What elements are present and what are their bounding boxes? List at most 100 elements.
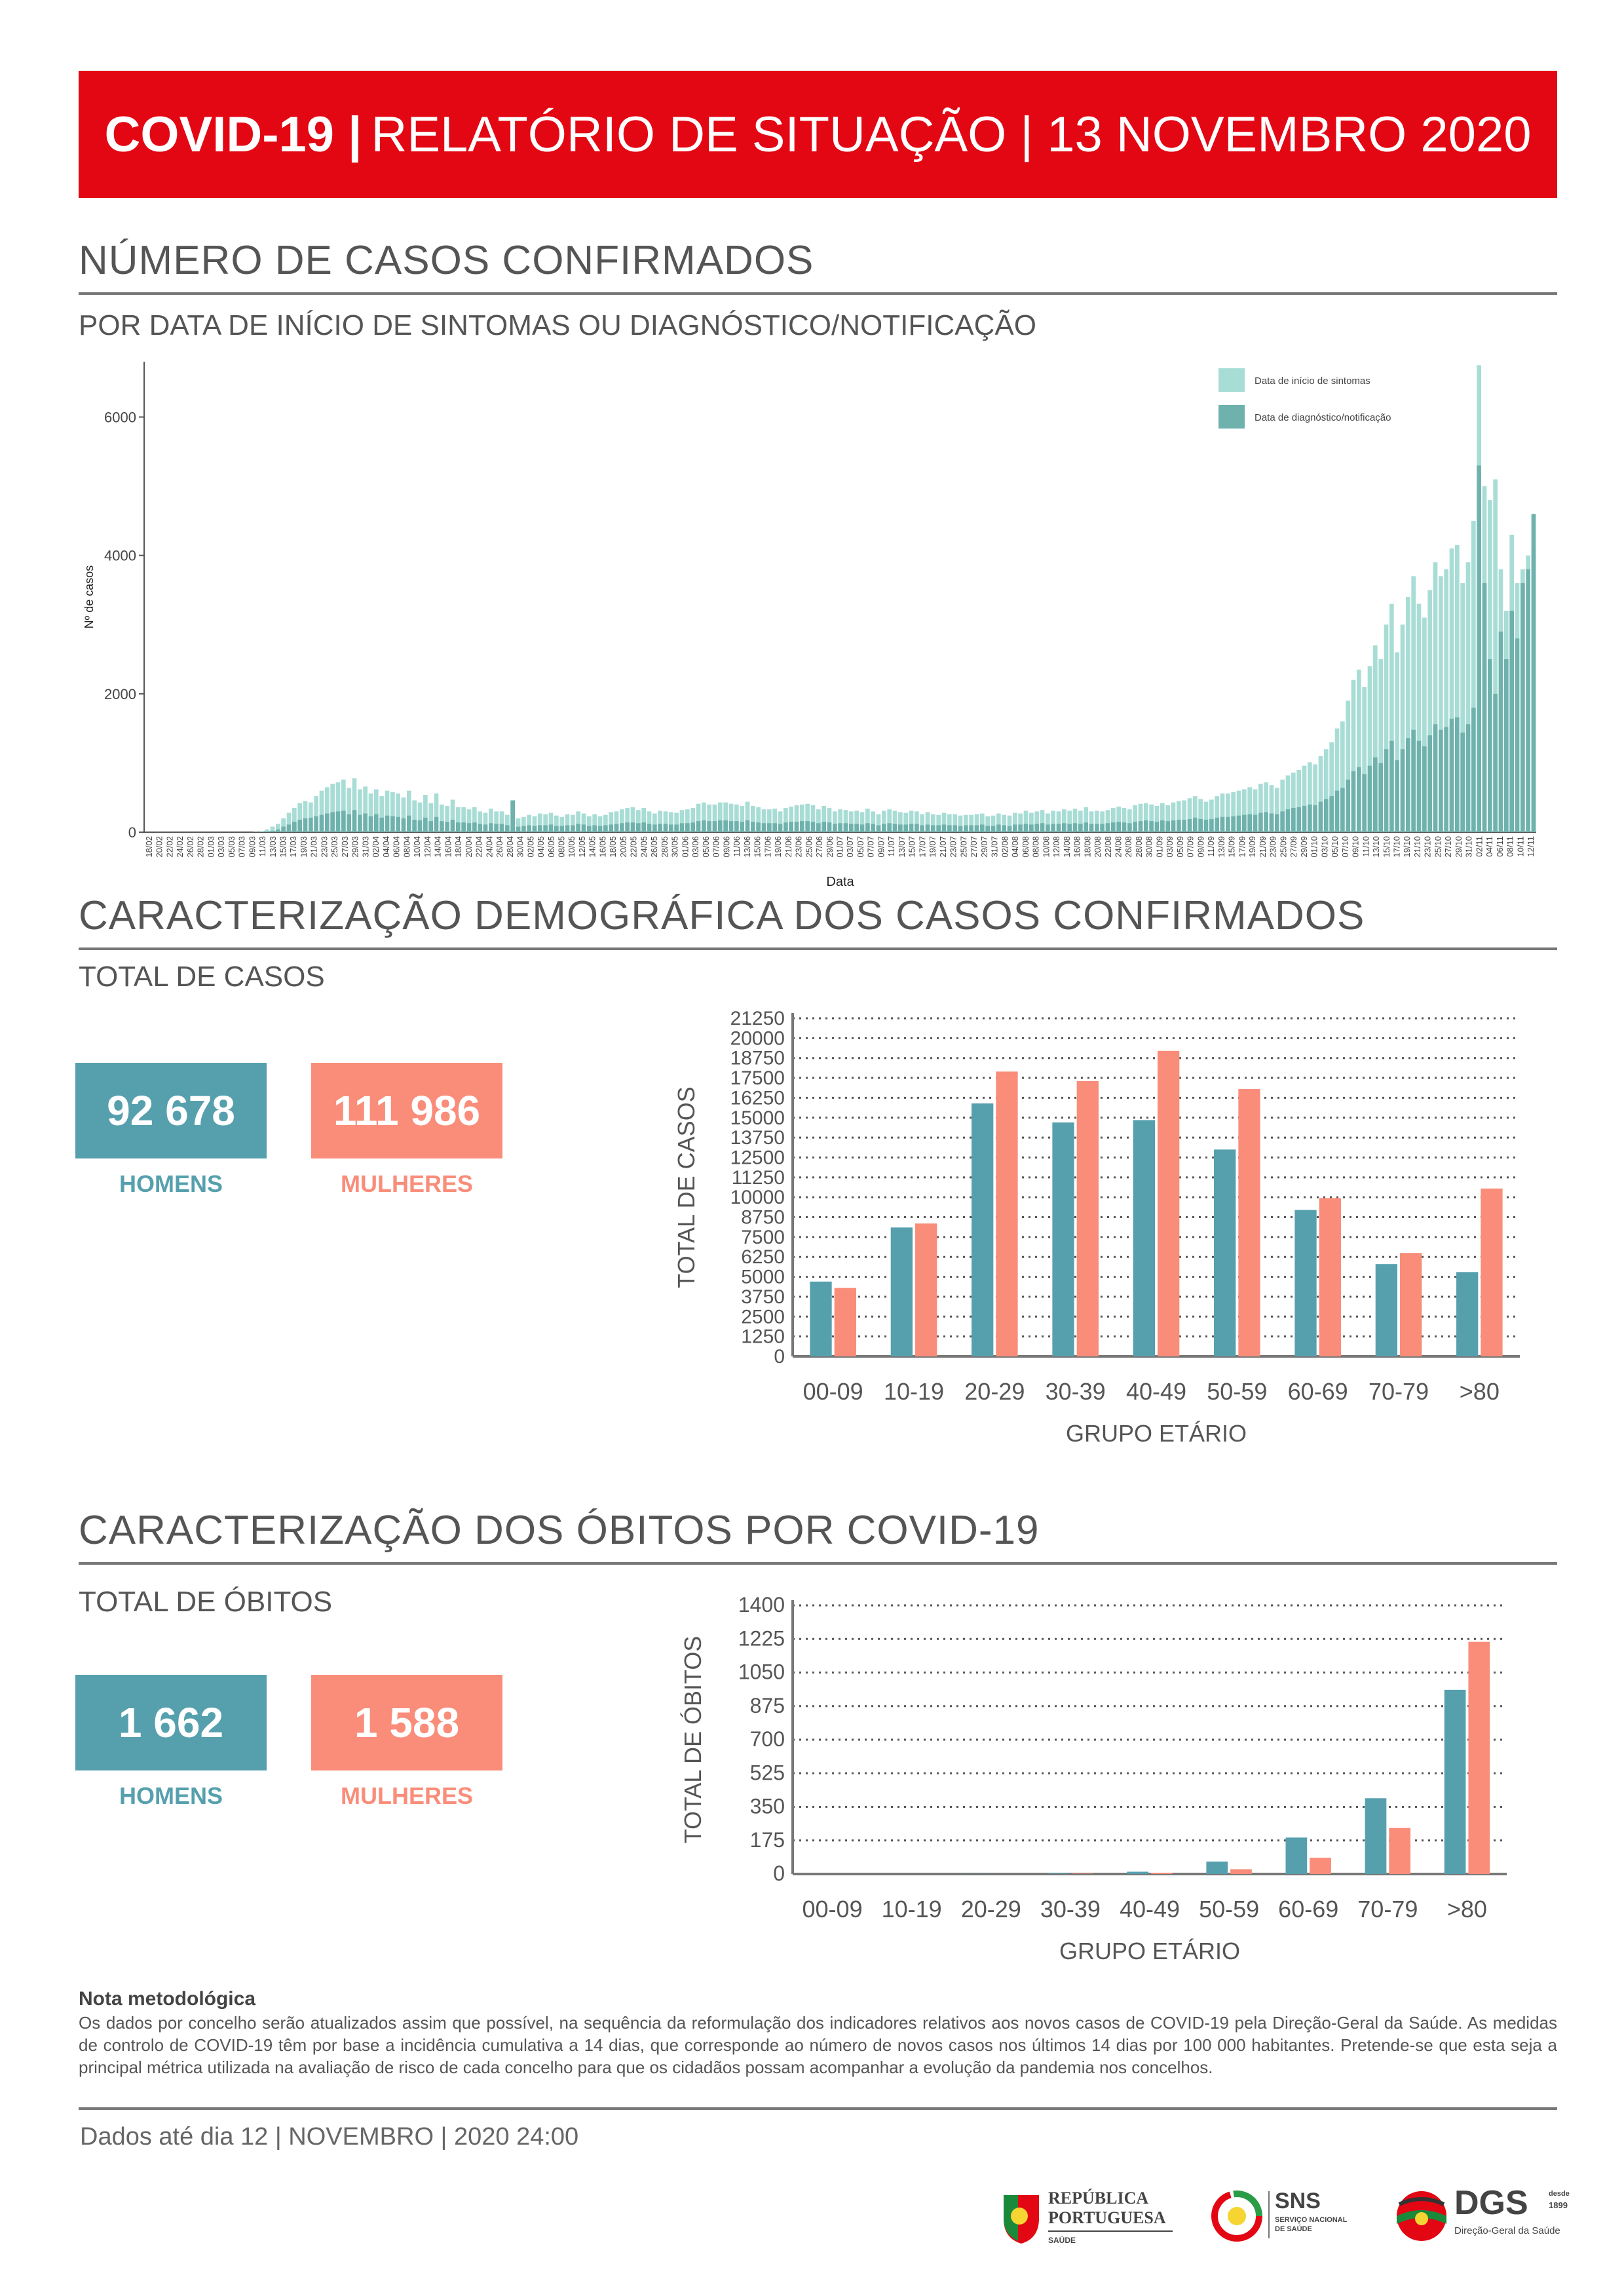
symptom-onset-bar — [1144, 803, 1148, 832]
cases-men-total: 92 678 — [75, 1063, 267, 1158]
notification-bar — [1493, 693, 1498, 832]
symptom-onset-bar — [494, 811, 499, 832]
symptom-onset-bar — [374, 789, 379, 832]
notification-bar — [1122, 822, 1127, 832]
symptom-onset-bar — [947, 814, 952, 832]
notification-bar — [363, 813, 368, 832]
notification-bar — [1133, 822, 1137, 832]
x-tick-label: 09/10 — [1351, 836, 1361, 858]
x-tick-label: 19/03 — [299, 836, 309, 858]
legend-label: Data de início de sintomas — [1255, 375, 1370, 387]
symptom-onset-bar — [428, 803, 433, 832]
notification-bar — [1013, 824, 1017, 832]
symptom-onset-bar — [1362, 687, 1367, 832]
notification-bar — [685, 823, 690, 832]
notification-bar — [816, 823, 821, 832]
symptom-onset-bar — [489, 809, 493, 832]
x-tick-label: 27/06 — [814, 836, 824, 858]
x-tick-label: 12/08 — [1051, 836, 1061, 858]
notification-bar — [456, 822, 461, 832]
symptom-onset-bar — [827, 808, 832, 832]
symptom-onset-bar — [1334, 728, 1340, 832]
symptom-onset-bar — [1422, 617, 1427, 832]
notification-bar — [412, 819, 417, 832]
x-tick-label: 20-29 — [964, 1378, 1025, 1405]
notification-bar — [761, 823, 766, 832]
women-bar — [1468, 1641, 1490, 1874]
x-tick-label: 29/10 — [1454, 836, 1463, 858]
symptom-onset-bar — [1171, 802, 1176, 832]
symptom-onset-bar — [915, 811, 919, 832]
symptom-onset-bar — [663, 811, 668, 832]
notification-bar — [1444, 727, 1448, 832]
notification-bar — [1340, 788, 1345, 832]
notification-bar — [1193, 817, 1198, 832]
y-tick-label: 13750 — [730, 1127, 785, 1149]
symptom-onset-bar — [772, 809, 777, 832]
notification-bar — [603, 825, 608, 832]
symptom-onset-bar — [1149, 804, 1154, 832]
notification-bar — [669, 824, 673, 832]
symptom-onset-bar — [647, 811, 652, 832]
symptom-onset-bar — [1182, 800, 1186, 832]
notification-bar — [663, 824, 668, 832]
notification-bar — [428, 821, 433, 832]
notification-bar — [1160, 820, 1165, 832]
notification-bar — [1285, 809, 1291, 832]
symptom-onset-bar — [1389, 603, 1394, 832]
symptom-onset-bar — [276, 824, 280, 832]
x-tick-label: 17/07 — [917, 836, 927, 858]
symptom-onset-bar — [887, 809, 892, 832]
x-tick-label: 30/05 — [670, 836, 680, 858]
x-tick-label: 01/03 — [206, 836, 216, 858]
notification-bar — [445, 822, 449, 832]
notification-bar — [543, 825, 548, 832]
notification-bar — [903, 824, 908, 832]
symptom-onset-bar — [1002, 814, 1006, 832]
notification-bar — [674, 824, 679, 832]
notification-bar — [1275, 814, 1279, 832]
notification-bar — [335, 811, 341, 832]
symptom-onset-bar — [936, 814, 941, 832]
symptom-onset-bar — [603, 814, 608, 832]
symptom-onset-bar — [1427, 590, 1432, 832]
x-tick-label: 20/05 — [618, 836, 628, 858]
notification-bar — [1177, 819, 1181, 832]
notification-bar — [1471, 707, 1476, 832]
x-tick-label: 08/05 — [557, 836, 567, 858]
notification-bar — [784, 822, 788, 832]
cases-section-subtitle: POR DATA DE INÍCIO DE SINTOMAS OU DIAGNÓ… — [79, 309, 1036, 341]
symptom-onset-bar — [1253, 789, 1258, 832]
sns-logo: SNS SERVIÇO NACIONAL DE SAÚDE — [1211, 2189, 1368, 2261]
symptom-onset-bar — [597, 816, 603, 832]
x-tick-label: 23/09 — [1268, 836, 1278, 858]
logo-text: SAÚDE — [1048, 2236, 1076, 2245]
header-banner: COVID-19 | RELATÓRIO DE SITUAÇÃO | 13 NO… — [79, 71, 1557, 198]
symptom-onset-bar — [538, 813, 542, 832]
notification-bar — [1242, 814, 1247, 832]
notification-bar — [461, 822, 466, 832]
symptom-onset-bar — [810, 805, 816, 832]
women-bar — [834, 1288, 856, 1356]
notification-bar — [1465, 724, 1471, 832]
notification-bar — [1329, 796, 1334, 832]
symptom-onset-bar — [630, 807, 635, 832]
notification-bar — [276, 829, 280, 832]
symptom-onset-bar — [314, 796, 318, 832]
symptom-onset-bar — [849, 811, 854, 832]
notification-bar — [1531, 514, 1536, 832]
notification-bar — [587, 826, 592, 832]
section-divider — [79, 292, 1557, 295]
x-tick-label: 21/10 — [1412, 836, 1422, 858]
deaths-men-total: 1 662 — [75, 1675, 267, 1770]
y-tick-label: 18750 — [730, 1048, 785, 1069]
women-bar — [1319, 1198, 1341, 1356]
y-tick-label: 21250 — [730, 1008, 785, 1029]
notification-bar — [1291, 808, 1296, 832]
x-tick-label: 60-69 — [1288, 1378, 1348, 1405]
notification-bar — [1203, 819, 1209, 832]
notification-bar — [609, 824, 613, 832]
symptom-onset-bar — [1040, 810, 1045, 832]
notification-bar — [920, 825, 924, 832]
men-bar — [890, 1227, 913, 1356]
